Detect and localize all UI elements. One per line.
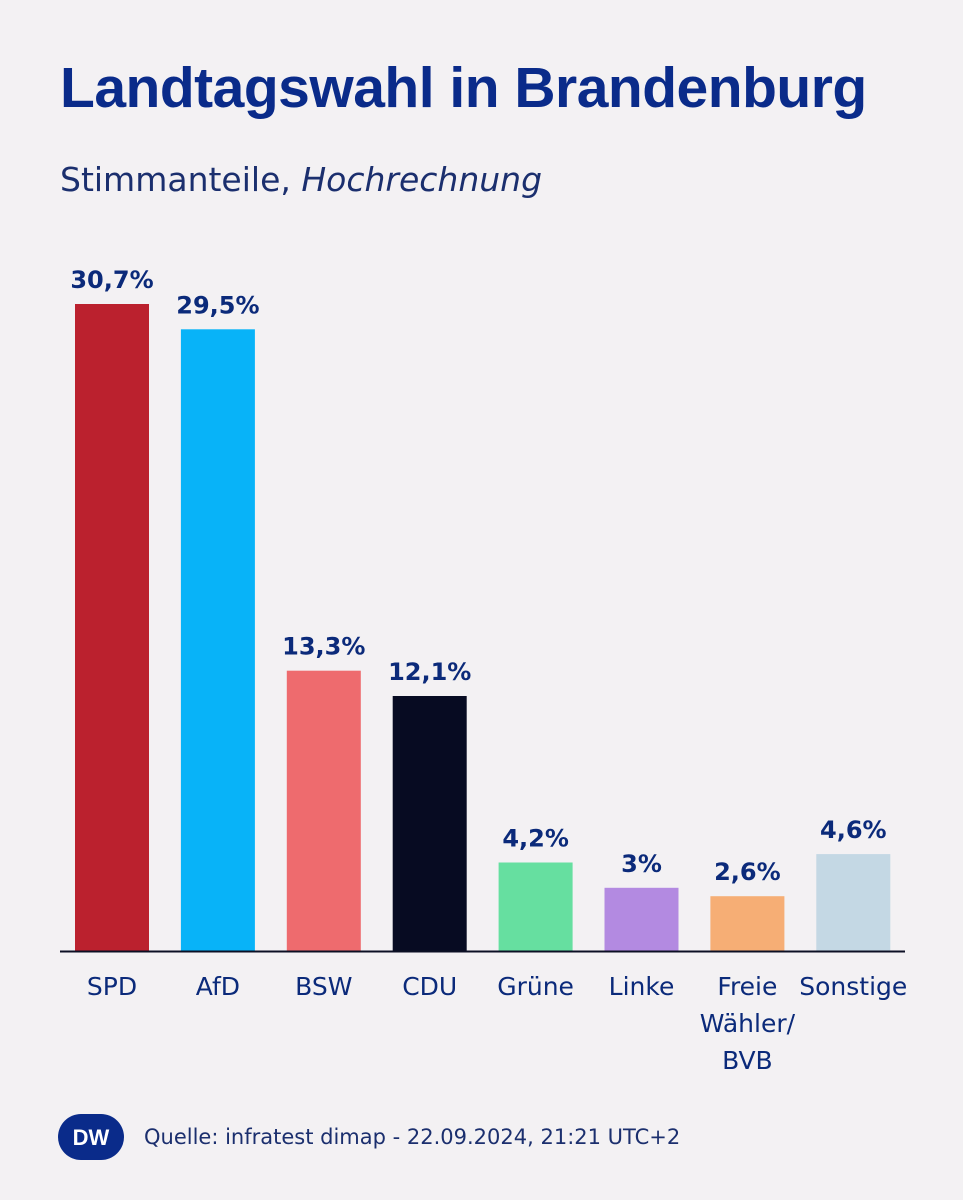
bar-8 <box>816 854 891 951</box>
value-label: 13,3% <box>282 633 365 661</box>
category-label: Sonstige <box>799 972 907 1001</box>
category-label: Grüne <box>497 972 574 1001</box>
footer: DW Quelle: infratest dimap - 22.09.2024,… <box>58 1114 680 1160</box>
value-label: 4,2% <box>502 825 569 853</box>
bar-3 <box>286 670 361 951</box>
source-text: Quelle: infratest dimap - 22.09.2024, 21… <box>144 1125 681 1149</box>
value-label: 30,7% <box>70 266 153 294</box>
subtitle-italic: Hochrechnung <box>301 160 543 199</box>
bar-chart: 30,7% SPD 29,5% AfD 13,3% BSW 12,1% CDU 4,2% Grün… <box>60 266 907 1075</box>
bar-7 <box>710 896 785 951</box>
bar-1 <box>75 304 149 951</box>
category-label: Wähler/ <box>700 1009 796 1038</box>
chart-title: Landtagswahl in Brandenburg <box>60 56 867 120</box>
value-label: 4,6% <box>820 816 887 844</box>
category-label: AfD <box>196 972 240 1001</box>
category-label: BSW <box>295 972 352 1001</box>
chart-subtitle: Stimmanteile, Hochrechnung <box>60 158 542 202</box>
bar-6 <box>604 887 679 951</box>
value-label: 12,1% <box>388 658 471 686</box>
dw-logo: DW <box>58 1114 124 1160</box>
category-label: Linke <box>609 972 675 1001</box>
category-label: CDU <box>402 972 457 1001</box>
bar-2 <box>180 329 255 951</box>
subtitle-regular: Stimmanteile, <box>60 160 302 199</box>
category-label: Freie <box>717 972 777 1001</box>
category-label: SPD <box>87 972 137 1001</box>
value-label: 29,5% <box>176 291 259 319</box>
value-label: 2,6% <box>714 858 781 886</box>
bar-4 <box>392 696 467 951</box>
logo-text: DW <box>73 1125 110 1150</box>
bar-5 <box>498 862 573 951</box>
category-label: BVB <box>722 1046 773 1075</box>
value-label: 3% <box>621 850 662 878</box>
